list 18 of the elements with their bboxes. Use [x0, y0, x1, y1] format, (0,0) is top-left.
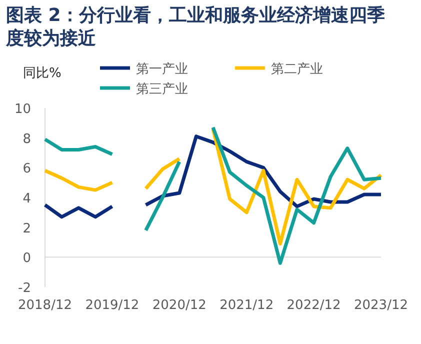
x-tick-label: 2023/12	[354, 298, 408, 313]
chart-title: 图表 2：分行业看，工业和服务业经济增速四季度较为接近	[6, 4, 386, 50]
legend-label: 第一产业	[136, 62, 188, 77]
x-tick-label: 2019/12	[85, 298, 140, 313]
x-tick-label: 2018/12	[18, 298, 72, 313]
y-tick-label: 8	[22, 132, 31, 147]
y-axis-title: 同比%	[23, 66, 62, 81]
y-tick-label: 2	[22, 221, 31, 236]
y-tick-label: 10	[14, 102, 31, 117]
legend-label: 第三产业	[136, 82, 188, 97]
y-tick-label: 6	[22, 162, 31, 177]
x-tick-label: 2020/12	[152, 298, 206, 313]
x-tick-label: 2021/12	[220, 298, 274, 313]
y-tick-label: -2	[18, 281, 31, 296]
legend-label: 第二产业	[271, 62, 323, 77]
x-tick-label: 2022/12	[286, 298, 341, 313]
y-tick-label: 4	[22, 192, 31, 206]
y-tick-label: 0	[22, 251, 31, 266]
